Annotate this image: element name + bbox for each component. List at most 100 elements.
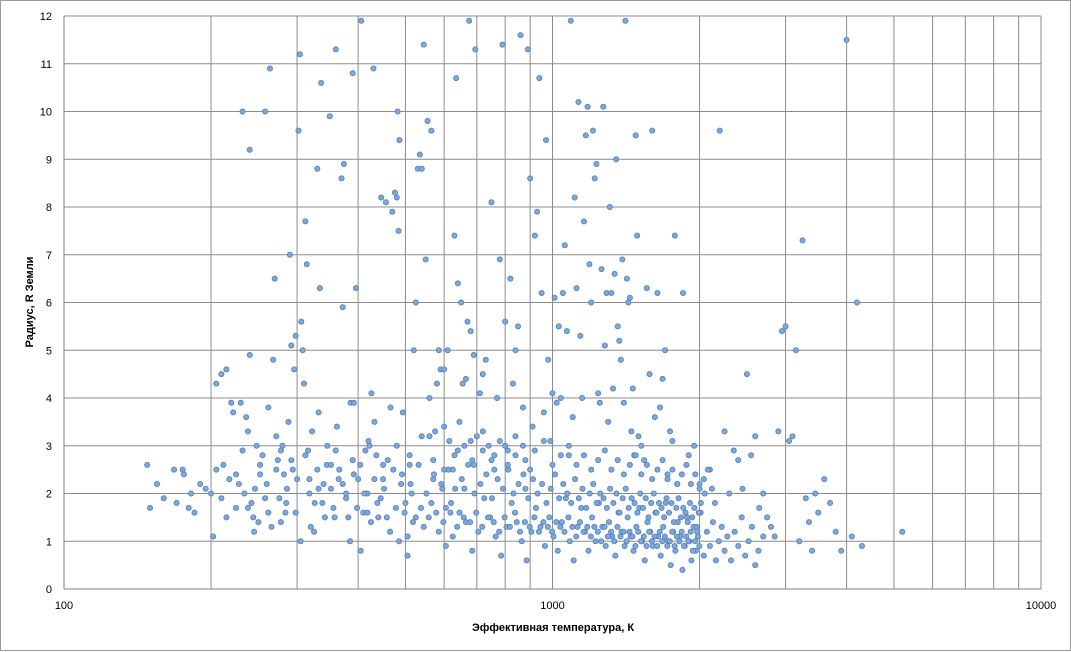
data-point	[338, 175, 345, 182]
data-point	[270, 356, 277, 363]
data-point	[580, 452, 587, 459]
data-point	[352, 285, 359, 292]
data-point	[522, 485, 529, 492]
data-point	[390, 466, 397, 473]
data-point	[257, 471, 264, 478]
data-point	[147, 504, 154, 511]
data-point	[745, 538, 752, 545]
data-point	[658, 504, 665, 511]
data-point	[700, 552, 707, 559]
data-point	[387, 528, 394, 535]
data-point	[512, 509, 519, 516]
data-point	[648, 538, 655, 545]
data-point	[357, 547, 364, 554]
data-point	[285, 418, 292, 425]
data-point	[251, 485, 258, 492]
data-point	[694, 528, 701, 535]
data-point	[305, 447, 312, 454]
data-point	[673, 504, 680, 511]
data-point	[364, 509, 371, 516]
data-point	[512, 433, 519, 440]
data-point	[638, 538, 645, 545]
data-point	[496, 528, 503, 535]
data-point	[491, 466, 498, 473]
data-point	[858, 543, 865, 550]
data-point	[608, 466, 615, 473]
data-point	[471, 490, 478, 497]
data-point	[569, 414, 576, 421]
data-point	[171, 466, 178, 473]
data-point	[435, 528, 442, 535]
data-point	[631, 500, 638, 507]
data-point	[540, 437, 547, 444]
data-point	[565, 514, 572, 521]
data-point	[428, 127, 435, 134]
data-point	[279, 442, 286, 449]
data-point	[739, 485, 746, 492]
data-point	[614, 323, 621, 330]
data-point	[678, 528, 685, 535]
data-point	[561, 242, 568, 249]
data-point	[588, 299, 595, 306]
data-point	[430, 457, 437, 464]
data-point	[246, 352, 253, 359]
data-point	[578, 504, 585, 511]
data-point	[556, 495, 563, 502]
data-point	[853, 299, 860, 306]
data-point	[292, 332, 299, 339]
data-point	[557, 394, 564, 401]
data-point	[477, 480, 484, 487]
data-point	[442, 504, 449, 511]
data-point	[248, 500, 255, 507]
data-point	[544, 523, 551, 530]
data-point	[311, 500, 318, 507]
data-point	[527, 466, 534, 473]
data-point	[637, 490, 644, 497]
data-point	[402, 500, 409, 507]
data-point	[253, 442, 260, 449]
data-point	[608, 528, 615, 535]
y-tick-label: 5	[46, 345, 52, 357]
data-point	[160, 495, 167, 502]
data-point	[565, 452, 572, 459]
data-point	[639, 504, 646, 511]
data-point	[273, 433, 280, 440]
data-point	[350, 399, 357, 406]
data-point	[667, 562, 674, 569]
data-point	[306, 476, 313, 483]
data-point	[262, 108, 269, 115]
data-point	[655, 500, 662, 507]
data-point	[406, 452, 413, 459]
data-point	[669, 437, 676, 444]
data-point	[587, 533, 594, 540]
data-point	[601, 447, 608, 454]
data-point	[673, 533, 680, 540]
data-point	[573, 533, 580, 540]
data-point	[704, 466, 711, 473]
data-point	[188, 490, 195, 497]
data-point	[424, 118, 431, 125]
data-point	[228, 399, 235, 406]
data-point	[789, 433, 796, 440]
data-point	[515, 480, 522, 487]
data-point	[464, 318, 471, 325]
data-point	[620, 528, 627, 535]
data-point	[552, 471, 559, 478]
data-point	[612, 552, 619, 559]
data-point	[576, 519, 583, 526]
data-point	[671, 543, 678, 550]
data-point	[625, 504, 632, 511]
data-point	[743, 371, 750, 378]
data-point	[611, 538, 618, 545]
data-point	[620, 471, 627, 478]
data-point	[684, 519, 691, 526]
data-point	[688, 557, 695, 564]
data-point	[510, 490, 517, 497]
data-point	[519, 442, 526, 449]
data-point	[435, 347, 442, 354]
data-point	[324, 442, 331, 449]
data-point	[422, 256, 429, 263]
data-point	[383, 514, 390, 521]
data-point	[536, 75, 543, 82]
